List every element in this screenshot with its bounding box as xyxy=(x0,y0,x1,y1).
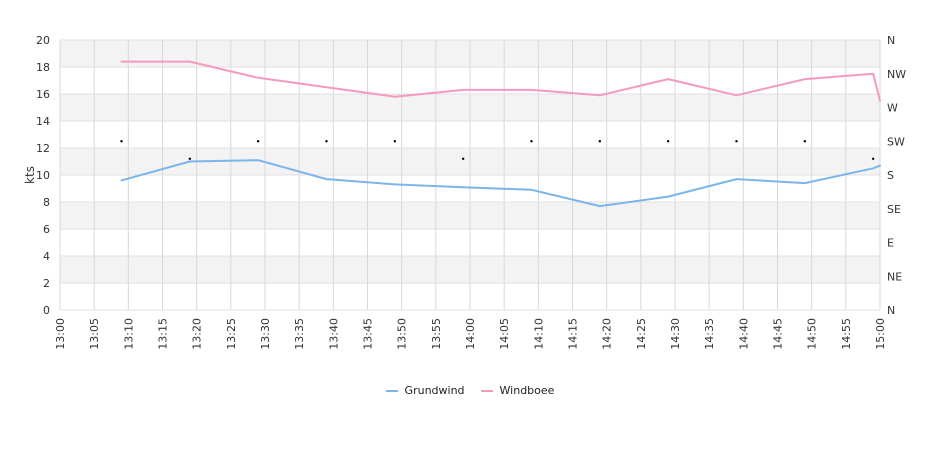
x-tick-label: 14:20 xyxy=(601,318,614,350)
y-tick-label: 14 xyxy=(36,115,50,128)
legend-label-grundwind: Grundwind xyxy=(404,384,465,397)
direction-marker xyxy=(530,140,533,143)
y-tick-label: 2 xyxy=(43,277,50,290)
direction-marker xyxy=(666,140,670,143)
direction-markers xyxy=(120,140,875,160)
x-tick-label: 13:20 xyxy=(191,318,204,350)
legend-swatch-windboee xyxy=(480,389,493,392)
legend-item-windboee[interactable]: Windboee xyxy=(480,384,555,397)
x-tick-label: 13:25 xyxy=(225,318,238,350)
x-tick-label: 13:15 xyxy=(157,318,170,350)
x-tick-label: 14:40 xyxy=(737,318,750,350)
series-line-windboee[interactable] xyxy=(120,60,881,102)
direction-tick-label: N xyxy=(887,34,895,47)
x-tick-label: 14:25 xyxy=(635,318,648,350)
x-tick-label: 13:05 xyxy=(88,318,101,350)
y-axis-title: kts xyxy=(23,166,37,184)
x-tick-label: 13:50 xyxy=(396,318,409,350)
direction-marker xyxy=(325,140,328,143)
direction-marker xyxy=(871,157,875,160)
x-tick-label: 13:00 xyxy=(54,318,67,350)
x-tick-label: 13:45 xyxy=(362,318,375,350)
y-axis-left: 0 2 4 6 8 10 12 14 16 18 20 xyxy=(36,34,50,317)
legend-label-windboee: Windboee xyxy=(499,384,555,397)
direction-tick-label: S xyxy=(887,169,894,182)
x-tick-label: 14:15 xyxy=(567,318,580,350)
direction-tick-label: N xyxy=(887,304,895,317)
direction-tick-label: E xyxy=(887,237,894,250)
y-tick-label: 18 xyxy=(36,61,50,74)
y-tick-label: 16 xyxy=(36,88,50,101)
direction-tick-label: NW xyxy=(887,68,906,81)
y-axis-right: N NE E SE S SW W NW N xyxy=(887,34,906,317)
x-tick-label: 13:55 xyxy=(430,318,443,350)
x-tick-label: 14:35 xyxy=(703,318,716,350)
x-tick-label: 14:55 xyxy=(840,318,853,350)
x-tick-label: 14:05 xyxy=(498,318,511,350)
direction-marker xyxy=(256,140,260,143)
y-tick-label: 4 xyxy=(43,250,50,263)
direction-marker xyxy=(120,140,123,143)
legend-item-grundwind[interactable]: Grundwind xyxy=(385,384,465,397)
y-tick-label: 10 xyxy=(36,169,50,182)
x-tick-label: 14:00 xyxy=(464,318,477,350)
y-tick-label: 8 xyxy=(43,196,50,209)
x-tick-label: 13:40 xyxy=(327,318,340,350)
x-axis: 13:00 13:05 13:10 13:15 13:20 13:25 13:30 13:35… xyxy=(54,318,887,350)
direction-tick-label: NE xyxy=(887,270,902,283)
direction-marker xyxy=(735,140,738,143)
x-tick-label: 13:30 xyxy=(259,318,272,350)
x-tick-label: 13:35 xyxy=(293,318,306,350)
direction-tick-label: W xyxy=(887,102,898,115)
legend: Grundwind Windboee xyxy=(0,384,940,397)
direction-tick-label: SW xyxy=(887,135,905,148)
direction-marker xyxy=(803,140,807,143)
x-tick-label: 14:10 xyxy=(532,318,545,350)
direction-tick-label: SE xyxy=(887,203,901,216)
direction-marker xyxy=(188,157,192,160)
legend-swatch-grundwind xyxy=(385,389,398,392)
direction-marker xyxy=(393,140,397,143)
y-tick-label: 12 xyxy=(36,142,50,155)
direction-marker xyxy=(598,140,602,143)
direction-marker xyxy=(461,157,465,160)
series-line-grundwind[interactable] xyxy=(120,159,881,208)
x-tick-label: 14:45 xyxy=(772,318,785,350)
x-tick-label: 14:30 xyxy=(669,318,682,350)
x-tick-label: 13:10 xyxy=(122,318,135,350)
x-tick-label: 15:00 xyxy=(874,318,887,350)
x-tick-label: 14:50 xyxy=(806,318,819,350)
series-lines xyxy=(120,60,881,208)
y-tick-label: 6 xyxy=(43,223,50,236)
y-tick-label: 0 xyxy=(43,304,50,317)
horizontal-gridlines xyxy=(60,39,880,311)
y-tick-label: 20 xyxy=(36,34,50,47)
